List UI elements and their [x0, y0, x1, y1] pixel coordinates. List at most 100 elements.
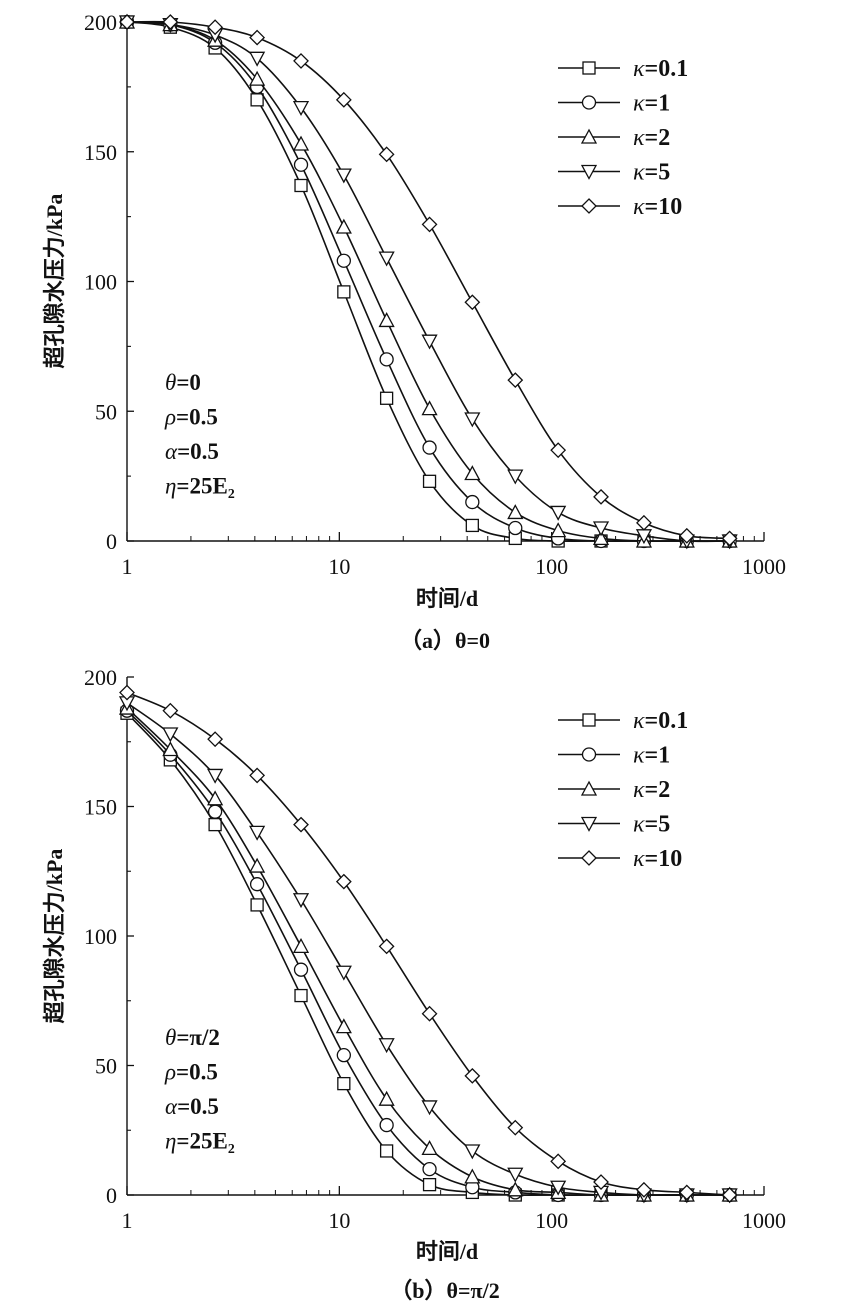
- y-tick-label: 150: [84, 795, 117, 820]
- data-point: [337, 285, 351, 299]
- data-point: [464, 1067, 481, 1084]
- data-point: [378, 146, 395, 163]
- data-point: [378, 938, 395, 955]
- legend-label: κ=1: [633, 91, 670, 117]
- data-point: [249, 767, 266, 784]
- data-point: [422, 1177, 437, 1192]
- data-point: [292, 100, 310, 117]
- data-point: [550, 1180, 567, 1196]
- legend-marker: [582, 61, 596, 75]
- data-point: [292, 135, 310, 151]
- legend-label: κ=5: [633, 812, 670, 838]
- data-point: [507, 372, 524, 389]
- data-point: [636, 1181, 652, 1198]
- data-point: [378, 1038, 395, 1054]
- legend: κ=0.1 κ=1 κ=2 κ=5 κ=10: [558, 708, 688, 872]
- data-point: [119, 684, 135, 701]
- data-point: [293, 157, 309, 172]
- x-tick-label: 10: [328, 1208, 350, 1233]
- data-point: [421, 400, 438, 416]
- x-tick-label: 100: [535, 1208, 568, 1233]
- legend-marker: [580, 780, 598, 796]
- panel-caption: （b）θ=π/2: [390, 1278, 499, 1303]
- data-point: [464, 412, 481, 428]
- data-point: [207, 790, 224, 806]
- legend-label: κ=5: [633, 160, 670, 186]
- data-point: [250, 898, 264, 912]
- data-point: [249, 825, 266, 841]
- parameter-annotations: θ=0 ρ=0.5 α=0.5 η=25E₂: [164, 370, 235, 499]
- plot-area: 0 50 100 150 200 1 10 100 1000 κ=0.1 κ=1 κ=2 κ=5 κ=10…: [84, 665, 786, 1233]
- data-point: [249, 70, 266, 86]
- data-point: [335, 168, 352, 184]
- legend-label: κ=2: [633, 125, 670, 151]
- plot-area: 0 50 100 150 200 1 10 100 1000 κ=0.1 κ=1 κ=2 κ=5 κ=10…: [84, 10, 786, 579]
- data-point: [335, 218, 352, 234]
- legend-marker: [581, 850, 597, 866]
- data-point: [422, 440, 437, 455]
- data-point: [337, 1076, 351, 1091]
- x-axis-label: 时间/d: [416, 1239, 478, 1264]
- data-point: [294, 988, 308, 1003]
- data-point: [421, 334, 438, 350]
- legend-label: κ=0.1: [633, 56, 688, 82]
- data-point: [335, 91, 352, 108]
- data-point: [207, 768, 224, 784]
- data-point: [421, 216, 438, 233]
- y-tick-label: 50: [95, 1054, 117, 1079]
- data-point: [464, 294, 481, 311]
- data-point: [465, 494, 480, 510]
- y-tick-label: 50: [95, 399, 117, 424]
- data-point: [250, 93, 264, 107]
- data-point: [293, 962, 309, 977]
- data-point: [422, 474, 437, 488]
- data-point: [507, 1181, 524, 1197]
- series-line: [126, 21, 730, 542]
- series-line: [126, 707, 730, 1196]
- data-point: [550, 442, 567, 459]
- data-point: [294, 178, 308, 193]
- annotation-text: θ=π/2: [165, 1025, 220, 1050]
- y-tick-label: 200: [84, 10, 117, 35]
- y-axis-label: 超孔隙水压力/kPa: [42, 194, 67, 369]
- data-point: [378, 251, 395, 267]
- panel-caption: （a）θ=0: [400, 628, 490, 653]
- data-point: [162, 14, 179, 30]
- data-point: [379, 1117, 394, 1133]
- series-line: [126, 21, 730, 542]
- data-point: [162, 702, 179, 719]
- data-point: [379, 352, 394, 367]
- data-point: [335, 965, 352, 981]
- data-point: [678, 1184, 695, 1201]
- parameter-annotations: θ=π/2 ρ=0.5 α=0.5 η=25E₂: [164, 1025, 235, 1154]
- data-point: [464, 1168, 481, 1184]
- x-tick-label: 100: [535, 554, 568, 579]
- y-tick-label: 0: [106, 529, 117, 554]
- data-point: [378, 1090, 395, 1106]
- legend-label: κ=1: [633, 743, 670, 769]
- data-point: [207, 804, 223, 819]
- data-point: [507, 1167, 524, 1183]
- data-point: [293, 53, 309, 69]
- data-point: [292, 893, 310, 909]
- data-point: [378, 312, 395, 328]
- data-point: [208, 817, 222, 832]
- data-point: [593, 1174, 609, 1190]
- data-point: [550, 505, 567, 521]
- data-point: [421, 1140, 438, 1156]
- data-point: [678, 527, 695, 544]
- data-point: [465, 518, 479, 533]
- data-point: [464, 465, 481, 481]
- legend-label: κ=2: [633, 777, 670, 803]
- data-point: [592, 521, 610, 537]
- y-tick-label: 100: [84, 924, 117, 949]
- legend-marker: [582, 713, 596, 727]
- annotation-text: η=25E₂: [165, 474, 235, 499]
- data-point: [249, 877, 265, 892]
- data-point: [422, 1161, 437, 1177]
- data-point: [592, 530, 610, 546]
- annotation-text: α=0.5: [165, 1094, 219, 1119]
- x-tick-label: 1000: [742, 554, 786, 579]
- data-point: [508, 520, 523, 536]
- panel-a-chart: 超孔隙水压力/kPa 时间/d （a）θ=0 0 50 100 150 200 1 10 10…: [42, 10, 786, 653]
